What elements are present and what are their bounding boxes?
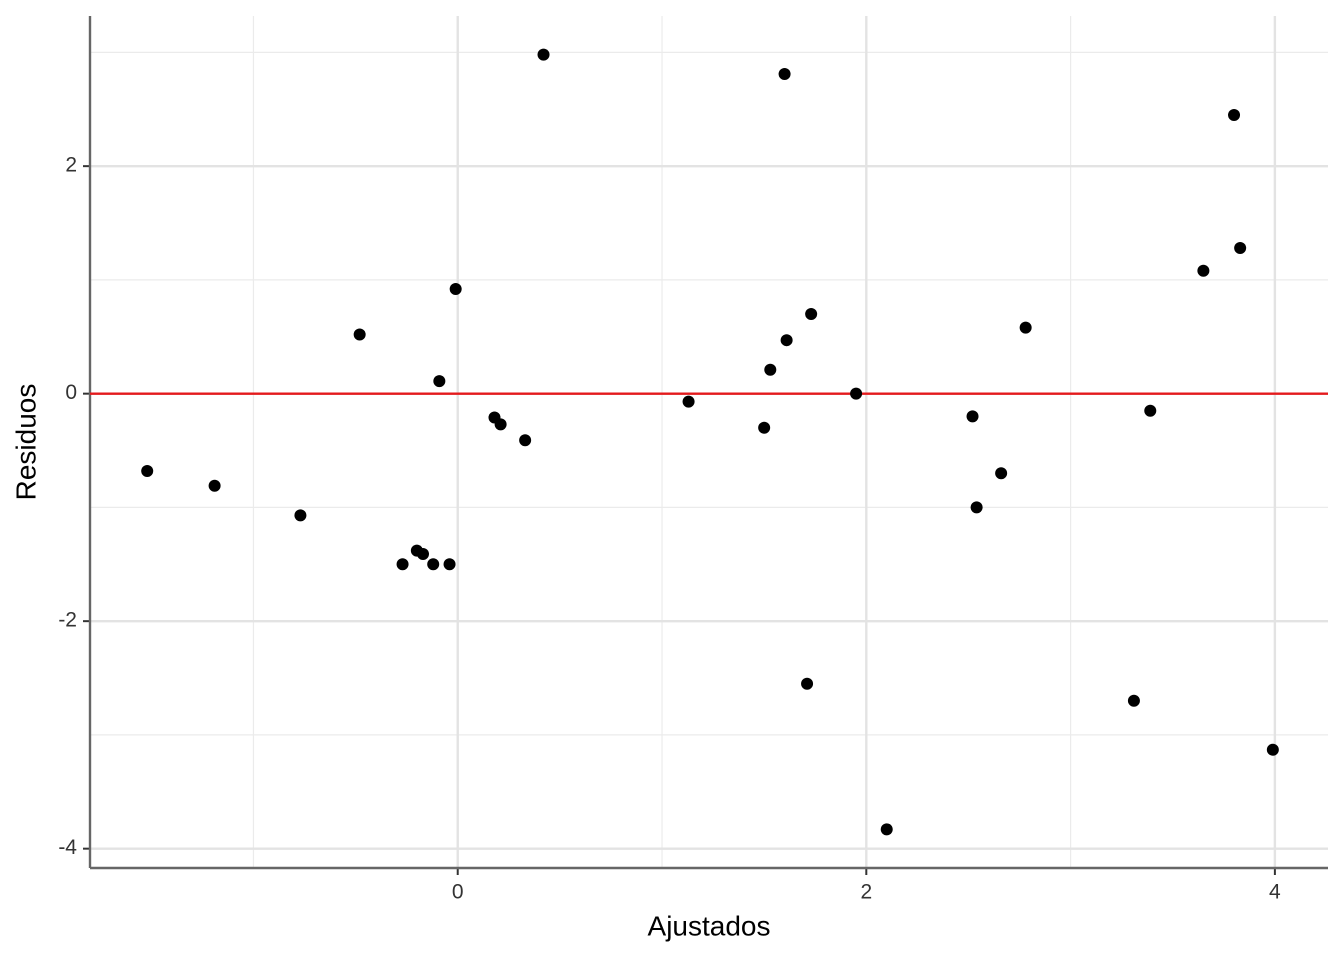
point (778, 68, 791, 81)
point (764, 363, 777, 376)
point (1266, 743, 1279, 756)
y-tick-label: -2 (58, 609, 77, 632)
point (1127, 694, 1140, 707)
point (353, 328, 366, 341)
point (995, 467, 1008, 480)
point (1197, 264, 1210, 277)
y-tick-label: -4 (58, 836, 77, 859)
point (443, 558, 456, 571)
point (141, 465, 154, 478)
point (433, 375, 446, 388)
point (850, 387, 863, 400)
y-axis-title: Residuos (10, 384, 41, 501)
point (682, 395, 695, 408)
point (396, 558, 409, 571)
point (416, 548, 429, 561)
point (1228, 108, 1241, 121)
point (519, 434, 532, 447)
point (294, 509, 307, 522)
point (427, 558, 440, 571)
point (801, 677, 814, 690)
x-tick-label: 4 (1269, 881, 1281, 904)
point (208, 479, 221, 492)
point (780, 334, 793, 347)
point (970, 501, 983, 514)
y-tick-label: 0 (65, 381, 77, 404)
x-tick-label: 0 (452, 881, 464, 904)
point (966, 410, 979, 423)
point (758, 421, 771, 434)
point (1019, 321, 1032, 334)
point (805, 308, 818, 321)
point (1234, 242, 1247, 255)
x-axis-title: Ajustados (648, 910, 771, 941)
x-tick-label: 2 (860, 881, 872, 904)
point (880, 823, 893, 836)
y-tick-label: 2 (65, 154, 77, 177)
point (494, 418, 507, 431)
point (1144, 404, 1157, 417)
point (537, 48, 550, 61)
point (449, 283, 462, 296)
